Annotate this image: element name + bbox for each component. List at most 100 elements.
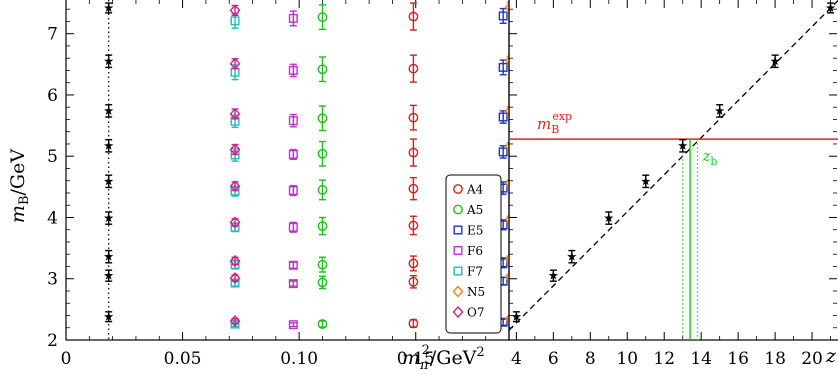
data-point (288, 260, 298, 270)
legend-label: A5 (466, 203, 483, 217)
data-point (103, 140, 114, 150)
data-point (317, 148, 328, 159)
data-point (317, 185, 328, 195)
right-x-tick-label: 18 (764, 349, 786, 369)
left-x-tick-label: 0.15 (397, 349, 435, 369)
data-point (498, 62, 508, 72)
data-point (288, 13, 298, 23)
left-plot-frame (65, 0, 510, 341)
linear-fit-dashed-line (509, 0, 838, 331)
series-F6 (288, 10, 298, 330)
series-A4 (408, 2, 419, 329)
data-point (317, 113, 328, 124)
left-y-tick-label: 2 (47, 331, 58, 351)
data-point (103, 56, 114, 66)
data-point (770, 56, 780, 66)
legend-marker (453, 225, 463, 235)
right-x-tick-label: 4 (511, 349, 522, 369)
data-point (504, 141, 509, 152)
right-axis-ticks: 4 6 8 10 12 14 16 18 20 (509, 0, 837, 369)
legend-marker (452, 305, 464, 319)
data-point (288, 320, 298, 330)
right-x-tick-label: 12 (653, 349, 675, 369)
data-point (408, 220, 419, 231)
data-point (408, 258, 419, 269)
right-x-tick-label: 8 (585, 349, 596, 369)
data-point (408, 112, 419, 123)
left-x-axis-label: mπ2/GeV2 (402, 343, 485, 373)
legend-label: O7 (467, 306, 484, 320)
data-point (229, 272, 241, 285)
data-point (504, 214, 509, 225)
left-y-tick-label: 5 (47, 147, 58, 167)
left-panel: 0 0.05 0.10 0.15 2 3 4 5 6 7 mB/GeV mπ2/GeV2 (7, 0, 510, 373)
data-point (604, 213, 614, 223)
legend-label: A4 (466, 183, 484, 197)
left-data-marks (103, 1, 509, 330)
data-point (408, 63, 419, 74)
data-point (408, 183, 419, 194)
legend-marker (452, 285, 464, 298)
data-point (229, 254, 241, 268)
data-point (317, 259, 328, 270)
data-point (103, 311, 114, 321)
left-x-tick-label: 0.05 (164, 349, 202, 369)
data-point (229, 107, 241, 120)
series-N5 (504, 1, 509, 324)
m-exp-label: mBexp (537, 110, 572, 136)
legend-box (445, 174, 502, 334)
data-point (317, 64, 328, 75)
data-point (504, 106, 509, 116)
data-point (548, 270, 559, 280)
data-point (714, 105, 725, 115)
data-point (641, 176, 651, 186)
legend-label: N5 (467, 285, 485, 299)
left-y-tick-label: 7 (47, 25, 58, 45)
right-x-tick-label: 14 (690, 349, 712, 369)
legend-marker (453, 204, 463, 215)
data-point (288, 149, 298, 159)
right-plot-frame (508, 0, 838, 341)
data-point (504, 254, 509, 264)
data-point (504, 178, 509, 188)
data-point (229, 180, 241, 193)
right-x-tick-label: 20 (801, 349, 823, 369)
legend-label: F7 (467, 265, 483, 279)
legend-marker (453, 266, 463, 276)
series-O7 (229, 4, 241, 328)
data-point (504, 55, 509, 66)
data-point (408, 11, 419, 22)
data-point (408, 318, 419, 329)
data-point (498, 11, 508, 21)
right-panel: 4 6 8 10 12 14 16 18 20 z mBexp zb (508, 0, 838, 369)
right-x-tick-label: 10 (616, 349, 638, 369)
series-A5 (317, 4, 328, 329)
data-point (229, 4, 241, 17)
right-x-axis-label: z (825, 345, 837, 367)
legend-marker (453, 245, 463, 255)
data-point (567, 251, 577, 261)
left-y-tick-label: 6 (47, 86, 58, 106)
legend-label: F6 (467, 244, 483, 258)
data-point (498, 147, 508, 157)
legend-marker (453, 184, 463, 194)
data-point (317, 277, 328, 288)
data-point (288, 222, 298, 232)
data-point (498, 112, 508, 122)
data-point (288, 279, 298, 289)
data-point (229, 216, 241, 229)
data-point (103, 251, 114, 261)
data-point (317, 221, 328, 231)
data-point (229, 57, 241, 70)
data-point (103, 3, 114, 12)
data-point (504, 2, 509, 13)
series-physical-point (103, 2, 114, 323)
data-point (825, 3, 836, 12)
z-b-label: zb (701, 147, 717, 168)
data-point (317, 12, 328, 23)
right-data-marks (509, 0, 838, 340)
data-point (103, 176, 114, 186)
data-point (229, 143, 241, 156)
data-point (408, 276, 419, 287)
right-x-tick-label: 16 (727, 349, 749, 369)
